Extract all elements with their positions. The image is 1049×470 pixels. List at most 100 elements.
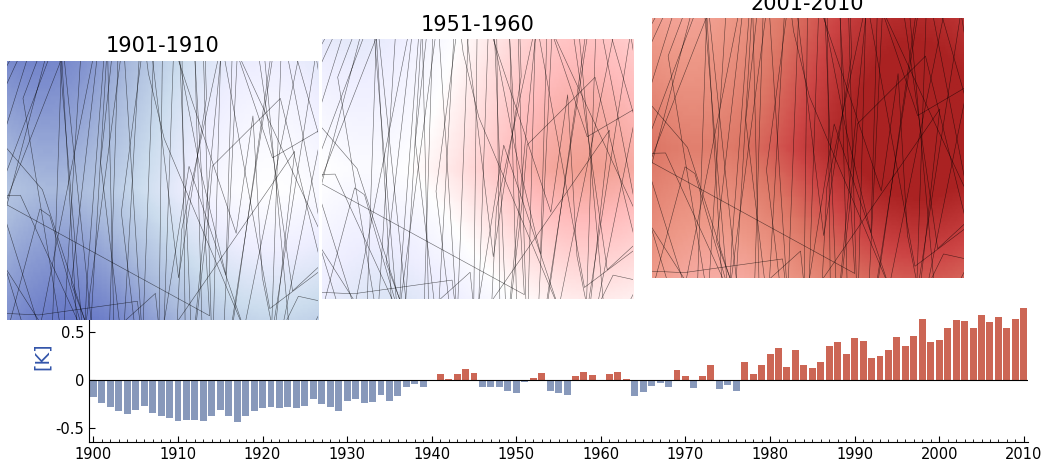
Bar [598,380,604,381]
Bar [403,380,410,386]
Bar [648,380,655,385]
Bar [284,380,292,407]
Bar [124,380,131,414]
Bar [936,340,943,380]
Bar [293,380,300,408]
Bar [742,362,748,380]
Bar [733,380,740,392]
Bar [809,368,816,380]
Bar [911,336,917,380]
Bar [547,380,554,392]
Bar [521,380,529,382]
Bar [530,378,537,380]
Bar [707,365,714,380]
Bar [919,319,926,380]
Bar [166,380,173,418]
Bar [99,380,105,403]
Bar [792,350,799,380]
Bar [309,380,317,399]
Bar [107,380,113,407]
Bar [724,380,731,384]
Bar [505,380,511,392]
Bar [969,329,977,380]
Bar [513,380,519,393]
Bar [978,315,985,380]
Bar [149,380,156,413]
Bar [563,380,571,395]
Bar [842,354,850,380]
Bar [538,373,545,380]
Bar [758,365,765,380]
Bar [115,380,123,411]
Bar [555,380,562,393]
Bar [986,321,993,380]
Bar [1012,319,1019,380]
Text: 1951-1960: 1951-1960 [421,15,534,35]
Bar [174,380,181,421]
Bar [420,380,427,386]
Y-axis label: [K]: [K] [33,342,51,370]
Bar [191,380,198,420]
Bar [479,380,486,387]
Bar [411,380,419,384]
Bar [961,321,968,380]
Bar [902,345,908,380]
Bar [665,380,672,386]
Bar [640,380,646,392]
Bar [657,380,664,383]
Bar [885,350,892,380]
Bar [90,380,97,397]
Bar [234,380,240,422]
Bar [496,380,502,386]
Bar [682,376,689,380]
Bar [851,338,858,380]
Bar [690,380,698,388]
Bar [386,380,393,401]
Bar [445,379,452,380]
Bar [378,380,384,395]
Bar [859,341,866,380]
Bar [326,380,334,407]
Bar [572,376,579,380]
Bar [894,337,900,380]
Bar [750,374,756,380]
Bar [699,376,706,380]
Bar [226,380,232,416]
Bar [436,374,444,380]
Bar [784,367,791,380]
Bar [615,372,621,380]
Bar [488,380,494,387]
Bar [132,380,140,410]
Bar [183,380,190,420]
Bar [318,380,325,404]
Bar [200,380,207,421]
Bar [369,380,376,402]
Text: 2001-2010: 2001-2010 [751,0,864,14]
Bar [344,380,350,401]
Bar [606,374,613,380]
Bar [394,380,402,396]
Bar [361,380,367,403]
Bar [453,374,461,380]
Bar [580,372,587,380]
Bar [242,380,249,416]
Bar [471,373,477,380]
Bar [276,380,283,408]
Bar [1004,329,1010,380]
Bar [267,380,275,407]
Bar [826,346,833,380]
Bar [217,380,223,410]
Bar [631,380,638,396]
Bar [259,380,266,408]
Bar [715,380,723,389]
Bar [352,380,359,399]
Bar [623,379,629,380]
Bar [428,380,435,381]
Bar [869,358,875,380]
Bar [673,370,681,380]
Bar [767,354,773,380]
Bar [800,365,808,380]
Bar [834,342,841,380]
Bar [775,348,782,380]
Bar [588,375,596,380]
